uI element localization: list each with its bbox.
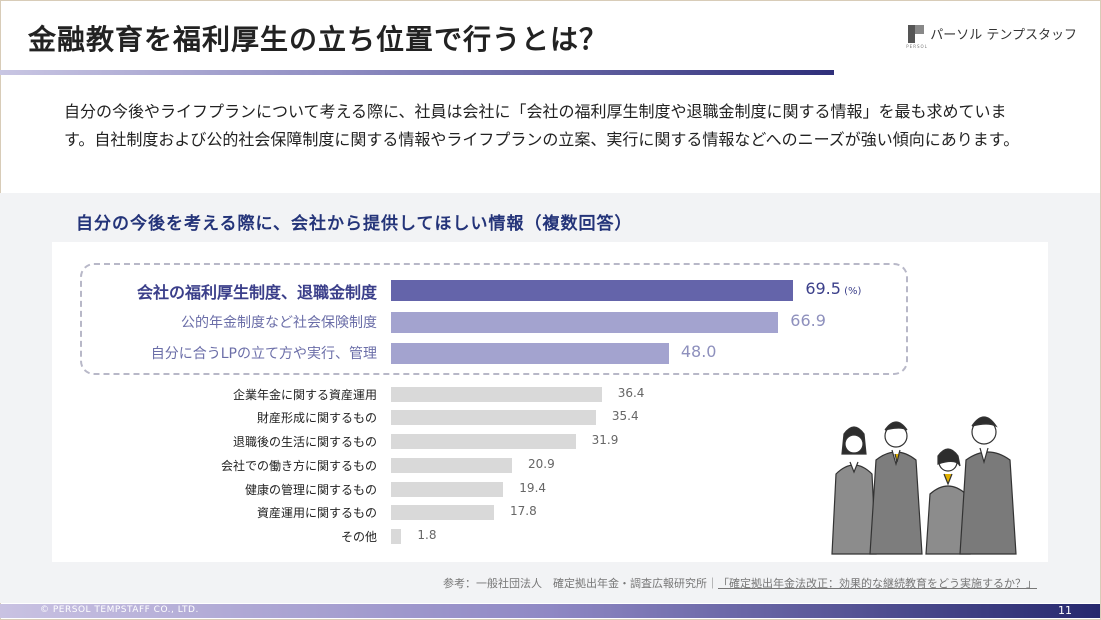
category-label: 企業年金に関する資産運用 bbox=[232, 388, 377, 402]
value-label: 17.8 bbox=[510, 504, 537, 518]
category-label: 財産形成に関するもの bbox=[256, 411, 377, 425]
reference-link[interactable]: 「確定拠出年金法改正：効果的な継続教育をどう実施するか？」 bbox=[718, 577, 1037, 590]
category-label: その他 bbox=[340, 530, 377, 544]
category-label: 資産運用に関するもの bbox=[256, 506, 377, 520]
bar-8 bbox=[391, 504, 495, 520]
chart-heading: 自分の今後を考える際に、会社から提供してほしい情報（複数回答） bbox=[76, 214, 633, 234]
highlight-box bbox=[80, 263, 908, 375]
category-label: 公的年金制度など社会保険制度 bbox=[181, 315, 377, 331]
bar-5 bbox=[391, 433, 576, 449]
reference-prefix: 参考：一般社団法人 確定拠出年金・調査広報研究所｜ bbox=[443, 577, 718, 590]
bar-3 bbox=[391, 386, 602, 402]
value-label: 69.5 (%) bbox=[805, 279, 862, 298]
intro-text: 自分の今後やライフプランについて考える際に、社員は会社に「会社の福利厚生制度や退… bbox=[64, 102, 1020, 149]
logo-sub-text: PERSOL bbox=[906, 43, 928, 49]
category-label: 健康の管理に関するもの bbox=[244, 483, 377, 497]
footer-bar: © PERSOL TEMPSTAFF CO., LTD. 11 bbox=[0, 604, 1100, 618]
category-label: 退職後の生活に関するもの bbox=[232, 435, 377, 449]
slide-title: 金融教育を福利厚生の立ち位置で行うとは？ bbox=[28, 23, 609, 56]
category-label: 自分に合うLPの立て方や実行、管理 bbox=[150, 346, 377, 362]
copyright: © PERSOL TEMPSTAFF CO., LTD. bbox=[40, 605, 199, 615]
value-label: 66.9 bbox=[790, 311, 826, 330]
value-label: 20.9 bbox=[527, 457, 555, 471]
logo-mark-icon: PERSOL bbox=[906, 24, 927, 49]
bar-7 bbox=[391, 481, 504, 497]
bar-9 bbox=[391, 528, 402, 544]
bar-1 bbox=[391, 311, 779, 333]
bar-2 bbox=[391, 342, 669, 364]
bar-4 bbox=[391, 409, 596, 425]
business-people-illustration bbox=[831, 416, 1017, 555]
title-underline bbox=[0, 70, 834, 75]
category-label: 会社の福利厚生制度、退職金制度 bbox=[136, 283, 377, 302]
value-label: 31.9 bbox=[591, 433, 619, 447]
value-label: 35.4 bbox=[611, 409, 639, 423]
logo-text: パーソル テンプスタッフ bbox=[930, 28, 1077, 43]
category-label: 会社での働き方に関するもの bbox=[220, 459, 377, 473]
value-label: 1.8 bbox=[417, 528, 437, 542]
unit-label: (%) bbox=[840, 286, 862, 297]
value-label: 48.0 bbox=[680, 342, 717, 361]
reference-note: 参考：一般社団法人 確定拠出年金・調査広報研究所｜「確定拠出年金法改正：効果的な… bbox=[443, 575, 1037, 591]
page-number: 11 bbox=[1058, 604, 1072, 617]
company-logo: PERSOL パーソル テンプスタッフ bbox=[906, 24, 1077, 49]
value-label: 19.4 bbox=[519, 481, 547, 495]
bar-0 bbox=[391, 279, 794, 301]
value-label: 36.4 bbox=[617, 386, 645, 400]
bar-6 bbox=[391, 457, 512, 473]
